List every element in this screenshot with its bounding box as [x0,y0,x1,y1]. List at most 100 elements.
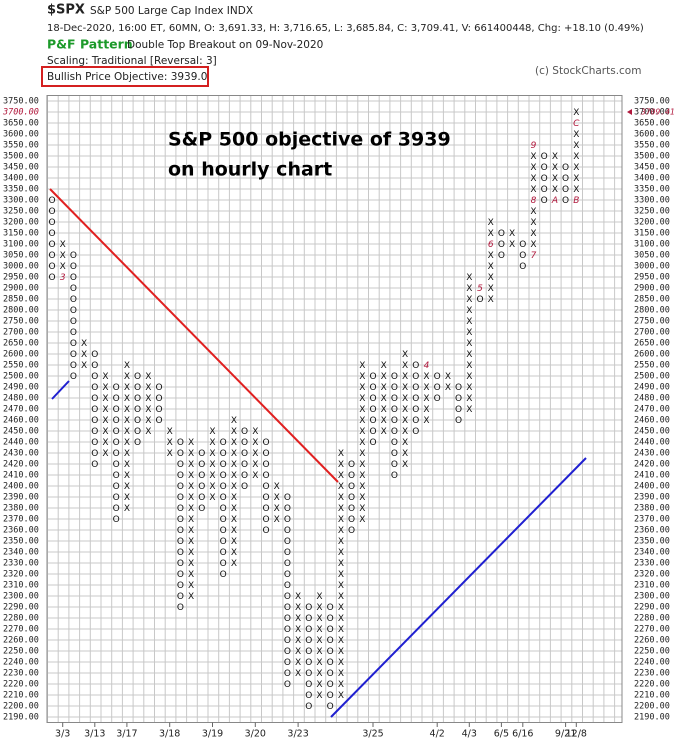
pattern: Double Top Breakout on 09-Nov-2020 [127,39,323,51]
o-box: O [177,537,184,547]
x-box: X [231,526,237,536]
x-box: X [423,372,429,382]
x-box: X [466,295,472,305]
x-box: X [338,570,344,580]
o-box: O [284,636,291,646]
y-tick-label-right: 3450.00 [634,163,670,173]
o-box: O [541,152,548,162]
o-box: O [70,284,77,294]
o-box: O [284,614,291,624]
y-tick-label-right: 3300.00 [634,196,670,206]
x-box: X [338,515,344,525]
o-box: O [391,471,398,481]
y-tick-label-right: 3350.00 [634,185,670,195]
o-box: O [91,449,98,459]
columns: OOOOOOOOXXX3OOOOOOOOOOOOXXXOOOOOOOOOOOXX… [48,108,580,712]
x-tick-label: 3/25 [362,729,383,740]
x-box: X [124,416,130,426]
o-box: O [262,482,269,492]
x-tick-label: 3/17 [116,729,137,740]
o-box: O [284,570,291,580]
x-box: X [402,460,408,470]
x-box: X [573,185,579,195]
month-marker: 3 [60,273,66,283]
x-box: X [102,449,108,459]
o-box: O [70,350,77,360]
x-box: X [423,394,429,404]
x-box: X [466,328,472,338]
o-box: O [519,262,526,272]
y-tick-label: 2480.00 [3,394,39,404]
x-box: X [402,405,408,415]
o-box: O [113,405,120,415]
y-tick-label-right: 3100.00 [634,240,670,250]
o-box: O [113,515,120,525]
x-box: X [145,416,151,426]
y-tick-label-right: 2480.00 [634,394,670,404]
y-tick-label: 3500.00 [3,152,39,162]
o-box: O [305,603,312,613]
x-box: X [124,361,130,371]
o-box: O [284,515,291,525]
o-box: O [348,471,355,481]
o-box: O [91,460,98,470]
x-box: X [466,339,472,349]
y-tick-label: 2750.00 [3,317,39,327]
x-box: X [530,185,536,195]
y-tick-label: 2260.00 [3,636,39,646]
x-box: X [445,372,451,382]
o-box: O [412,383,419,393]
o-box: O [70,295,77,305]
o-box: O [305,625,312,635]
x-box: X [231,438,237,448]
o-box: O [113,438,120,448]
x-box: X [231,493,237,503]
x-box: X [338,471,344,481]
o-box: O [348,460,355,470]
o-box: O [113,471,120,481]
x-box: X [338,581,344,591]
o-box: O [498,229,505,239]
o-box: O [48,262,55,272]
x-box: X [338,647,344,657]
o-box: O [455,405,462,415]
x-box: X [466,350,472,360]
x-box: X [338,669,344,679]
x-box: X [530,174,536,184]
x-box: X [316,592,322,602]
x-box: X [530,163,536,173]
x-tick-label: 9/21 [555,729,576,740]
x-box: X [209,449,215,459]
y-tick-label-right: 3600.00 [634,130,670,140]
y-tick-label-right: 2380.00 [634,504,670,514]
o-box: O [391,372,398,382]
x-box: X [338,504,344,514]
x-box: X [231,515,237,525]
o-box: O [262,504,269,514]
y-tick-label: 2270.00 [3,625,39,635]
quote: 18-Dec-2020, 16:00 ET, 60MN, O: 3,691.33… [47,23,644,34]
x-box: X [381,427,387,437]
y-tick-label-right: 2220.00 [634,680,670,690]
o-box: O [369,427,376,437]
o-box: O [241,427,248,437]
x-box: X [573,130,579,140]
x-box: X [252,471,258,481]
annotation: S&P 500 objective of 3939 [168,129,451,151]
x-box: X [466,394,472,404]
y-tick-label: 2330.00 [3,559,39,569]
y-tick-label-right: 3700.00 [634,108,670,118]
x-box: X [167,427,173,437]
o-box: O [91,427,98,437]
y-tick-label: 2210.00 [3,691,39,701]
y-tick-label: 2350.00 [3,537,39,547]
x-box: X [188,460,194,470]
x-box: X [316,625,322,635]
y-tick-label: 3150.00 [3,229,39,239]
y-tick-label: 2430.00 [3,449,39,459]
o-box: O [134,372,141,382]
x-box: X [381,383,387,393]
y-tick-label-right: 2900.00 [634,284,670,294]
x-box: X [423,405,429,415]
